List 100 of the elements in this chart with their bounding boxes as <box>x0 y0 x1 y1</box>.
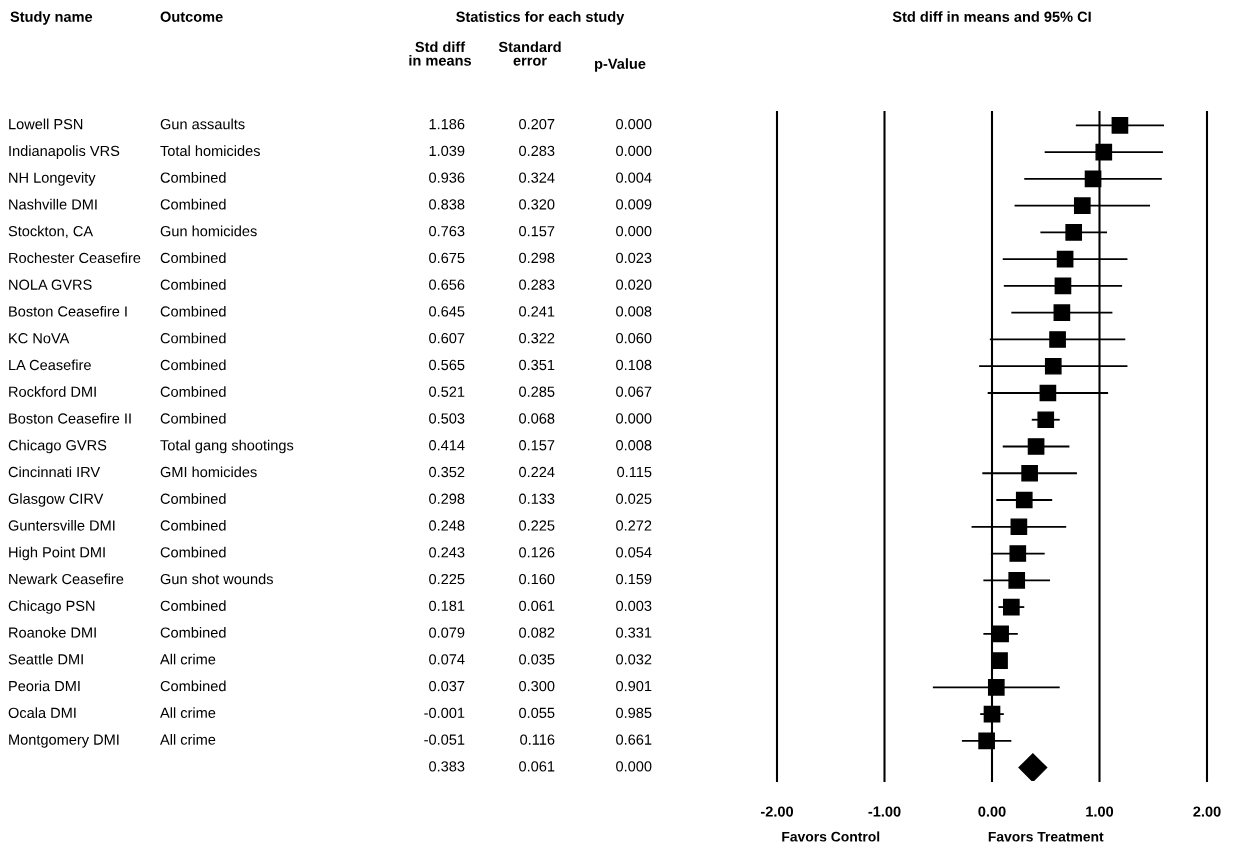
text: 0.054 <box>616 547 652 558</box>
text: 0.023 <box>616 252 652 264</box>
text: p-Value <box>595 58 646 72</box>
point <box>978 732 995 750</box>
text: 0.037 <box>429 680 465 692</box>
x-tick-label: 0.00 <box>978 806 1006 817</box>
text: Lowell PSN <box>9 118 83 130</box>
text: 0.116 <box>520 734 555 745</box>
text: 1.186 <box>429 118 465 130</box>
text: 0.283 <box>519 145 555 157</box>
text: Combined <box>160 172 226 183</box>
text: Chicago PSN <box>8 600 95 614</box>
x-tick-label: -2.00 <box>760 806 794 817</box>
text: 0.351 <box>519 359 555 371</box>
point <box>1021 464 1038 482</box>
text: Ocala DMI <box>8 707 76 719</box>
text: 0.068 <box>519 413 555 424</box>
point <box>1010 518 1028 536</box>
text: Combined <box>160 493 226 504</box>
text: Gun homicides <box>160 225 257 237</box>
text: Combined <box>160 359 226 371</box>
text: Std diff in means <box>409 41 472 66</box>
text: 0.322 <box>519 333 555 344</box>
text: Favors Control <box>782 831 880 842</box>
text: All crime <box>160 734 216 745</box>
text: 0.060 <box>616 333 652 344</box>
text: 0.272 <box>616 520 652 531</box>
text: Total gang shootings <box>160 439 294 454</box>
text: 0.003 <box>616 600 652 611</box>
text: 0.224 <box>519 466 555 478</box>
text: 0.160 <box>519 573 555 585</box>
text: 0.108 <box>616 359 652 371</box>
text: 0.074 <box>429 654 465 665</box>
text: Roanoke DMI <box>9 627 96 638</box>
point <box>1037 411 1055 429</box>
point <box>1073 197 1091 214</box>
text: 0.656 <box>429 279 465 290</box>
text: Statistics for each study <box>456 11 625 25</box>
text: Combined <box>160 680 226 692</box>
text: 0.352 <box>429 466 465 478</box>
text: 0.763 <box>429 226 465 237</box>
point <box>983 705 1001 723</box>
text: 0.000 <box>616 118 652 130</box>
text: 1.039 <box>429 145 465 157</box>
text: 0.285 <box>519 386 555 397</box>
text: Chicago GVRS <box>8 439 107 454</box>
x-tick-label: 1.00 <box>1086 806 1114 817</box>
text: 0.000 <box>616 413 652 424</box>
text: Combined <box>160 198 226 210</box>
text: 0.032 <box>616 654 652 665</box>
x-tick-label: 2.00 <box>1193 806 1221 817</box>
text: Combined <box>160 600 226 611</box>
text: 0.300 <box>519 680 555 692</box>
text: Glasgow CIRV <box>8 493 104 507</box>
text: Favors Treatment <box>988 831 1104 842</box>
text: 0.035 <box>519 654 555 665</box>
text: Total homicides <box>160 145 260 157</box>
text: 0.061 <box>519 761 555 772</box>
point <box>1065 224 1083 241</box>
text: 0.248 <box>429 520 465 531</box>
point <box>1008 571 1026 589</box>
text: High Point DMI <box>9 546 105 561</box>
text: 0.645 <box>429 306 465 317</box>
chart-title: Std diff in means and 95% CI <box>892 11 1091 22</box>
text: 0.115 <box>617 466 652 478</box>
text: NH Longevity <box>9 172 96 186</box>
text: Combined <box>160 252 226 264</box>
text: 0.298 <box>519 252 555 264</box>
text: 0.025 <box>616 493 652 504</box>
point <box>987 679 1005 696</box>
text: 0.243 <box>429 547 465 558</box>
text: Study name <box>10 11 93 25</box>
text: All crime <box>160 653 216 665</box>
text: 0.414 <box>429 440 465 451</box>
point <box>1054 277 1072 295</box>
text: Boston Ceasefire I <box>9 305 127 317</box>
text: 0.985 <box>616 707 652 719</box>
text: 0.607 <box>429 333 465 344</box>
text: 0.181 <box>429 600 465 611</box>
text: 0.159 <box>616 573 652 585</box>
point <box>1095 143 1113 161</box>
point <box>1015 491 1033 509</box>
text: 0.082 <box>519 627 555 638</box>
text: 0.079 <box>429 627 465 638</box>
point <box>1053 304 1071 322</box>
text: Rockford DMI <box>9 386 96 397</box>
text: 0.157 <box>519 440 555 451</box>
text: 0.000 <box>616 145 652 157</box>
text: 0.225 <box>429 573 465 585</box>
text: Rochester Ceasefire <box>9 252 141 264</box>
text: 0.661 <box>616 734 652 745</box>
text: Cincinnati IRV <box>8 466 101 478</box>
text: 0.004 <box>616 172 652 183</box>
point <box>1009 545 1027 562</box>
text: NOLA GVRS <box>9 279 92 290</box>
text: Standard error <box>498 41 561 66</box>
text: 0.901 <box>616 680 652 692</box>
text: 0.838 <box>429 199 465 210</box>
text: Newark Ceasefire <box>9 573 124 585</box>
text: 0.061 <box>519 600 555 611</box>
